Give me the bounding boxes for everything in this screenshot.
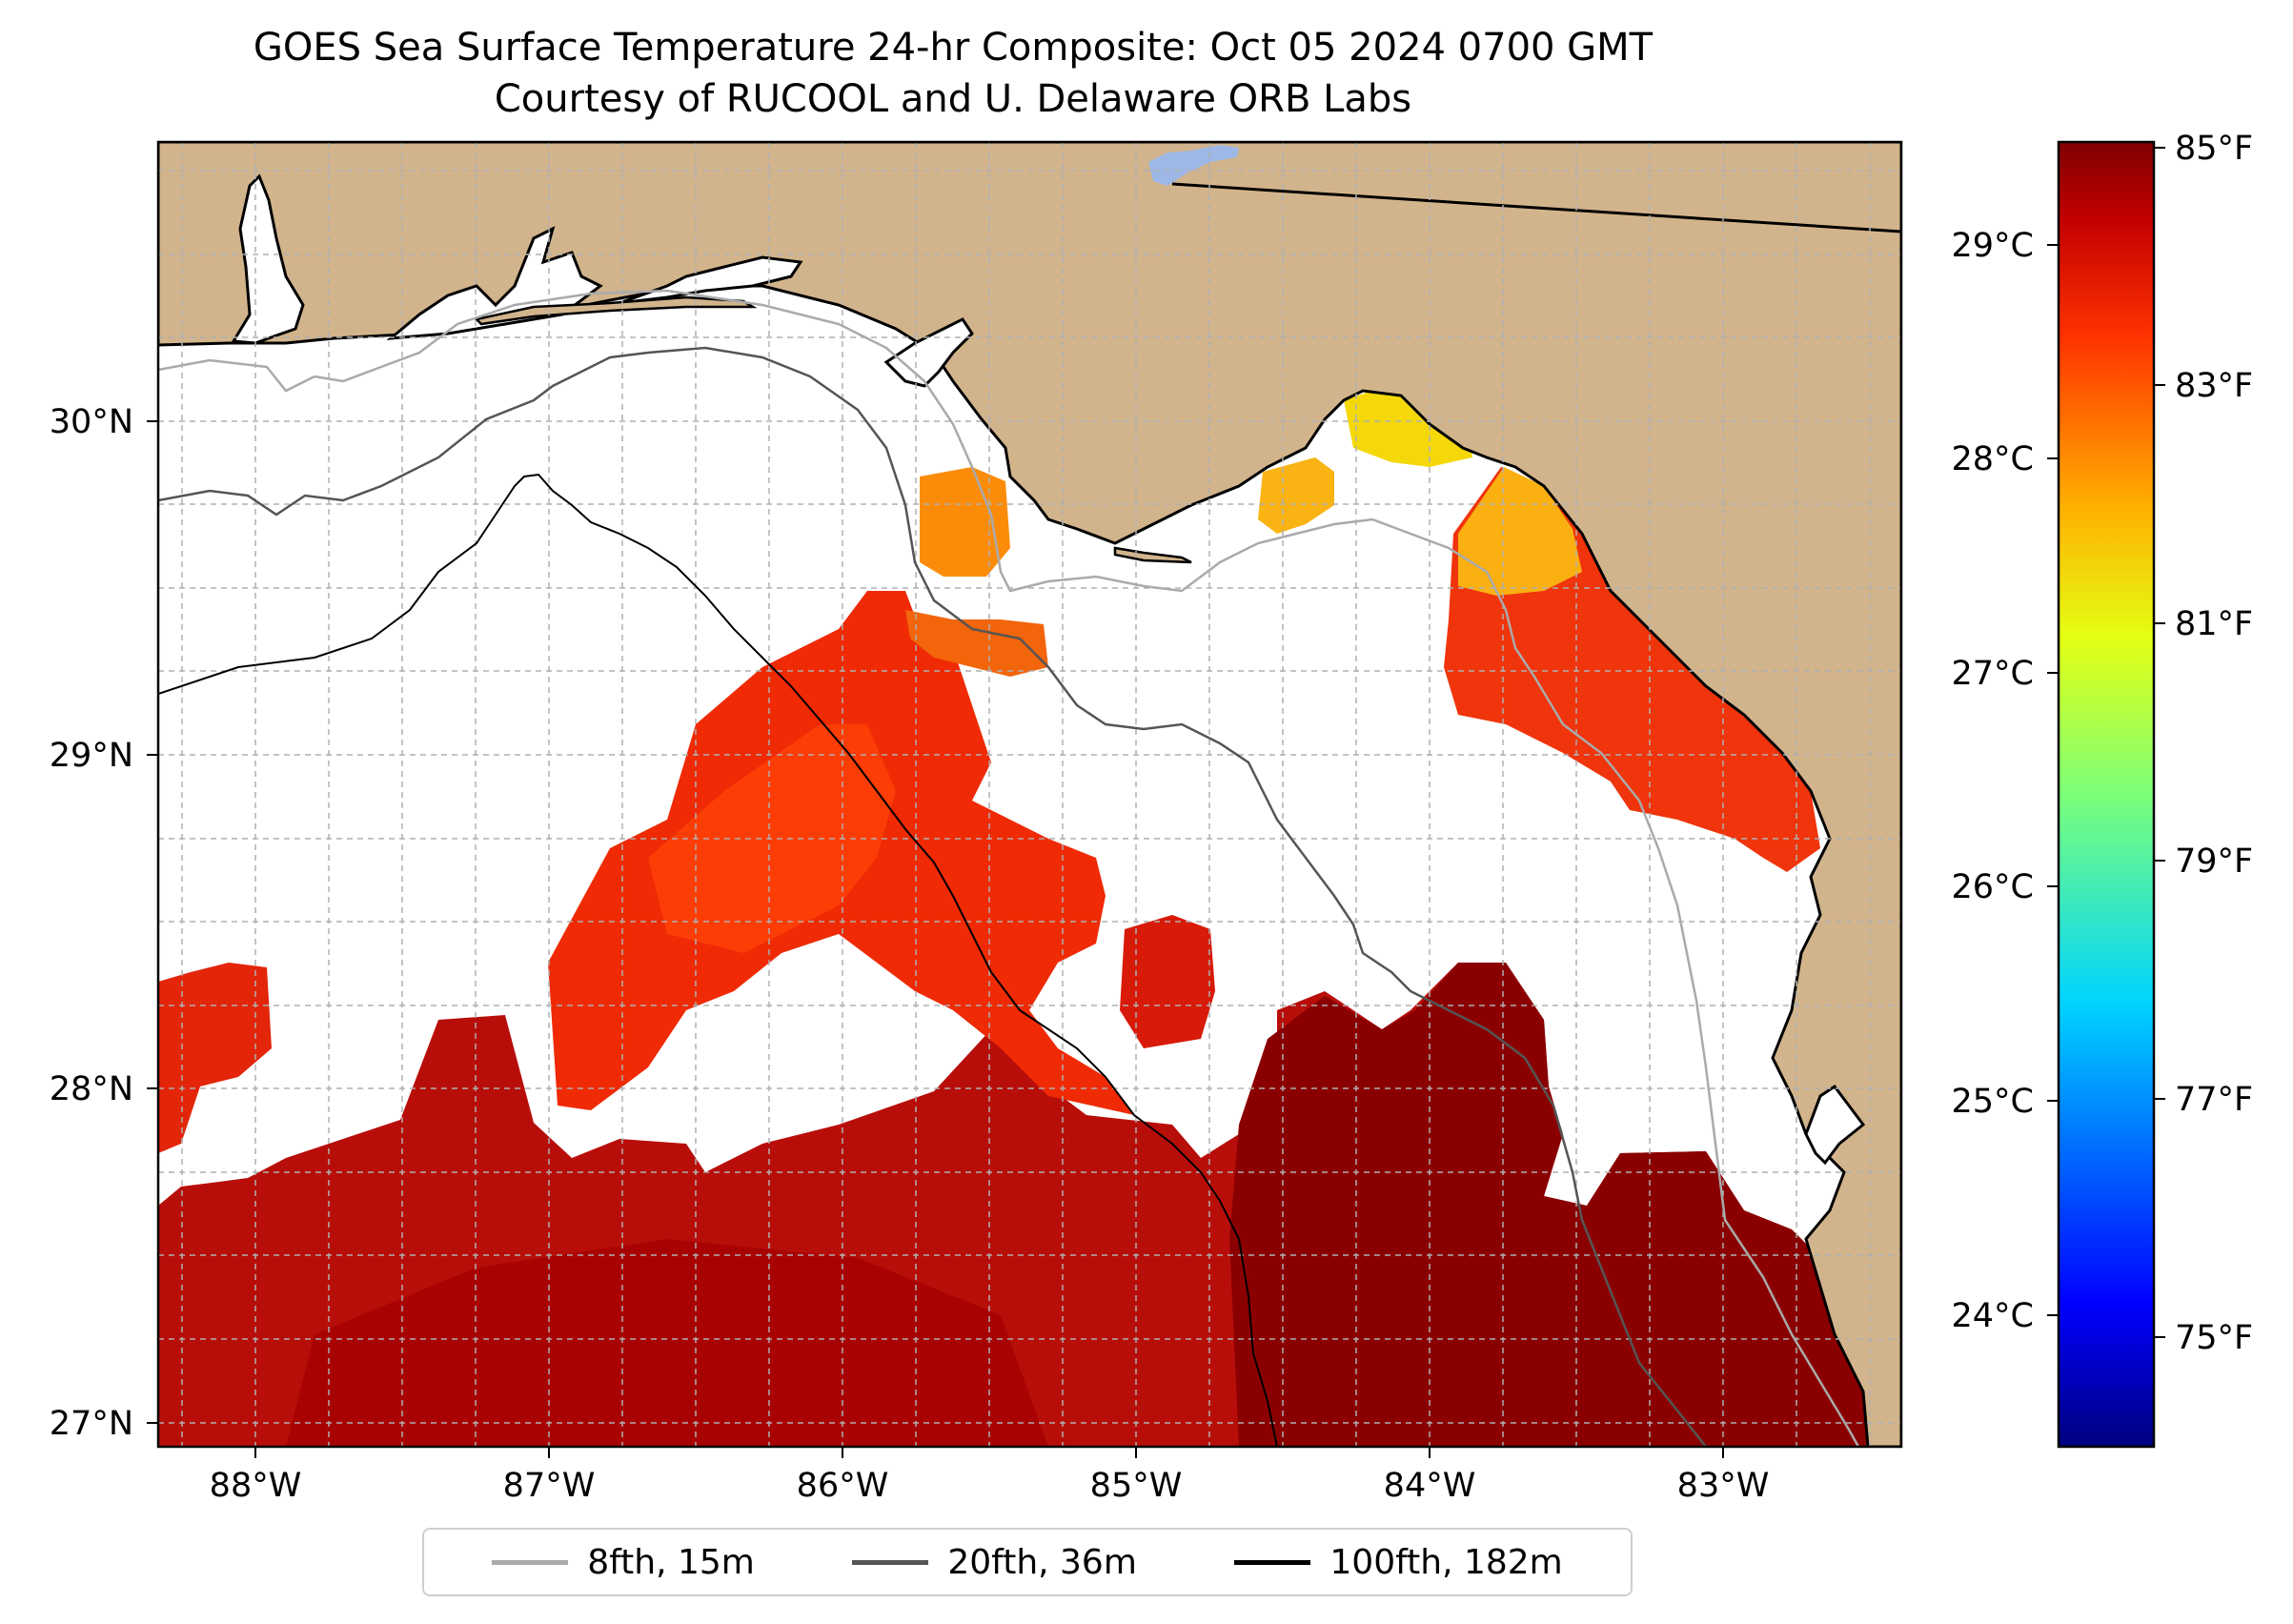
colorbar-celsius-label: 27°C [1952,655,2034,693]
legend-item-100fth: 100fth, 182m [1234,1542,1563,1582]
lat-label: 28°N [50,1070,133,1108]
legend-label-20fth: 20fth, 36m [947,1542,1137,1582]
legend-label-100fth: 100fth, 182m [1329,1542,1563,1582]
colorbar-fahrenheit-label: 85°F [2175,130,2253,168]
sst-region-central-core [648,724,896,953]
colorbar-fahrenheit-label: 83°F [2175,367,2253,405]
colorbar-fahrenheit-label: 81°F [2175,605,2253,643]
colorbar-celsius-label: 28°C [1952,440,2034,478]
lon-label: 87°W [503,1467,596,1505]
bay-mobile [231,173,305,345]
map-frame [156,140,1903,1449]
barrier-island-santa-rosa [474,295,758,326]
lat-label: 27°N [50,1405,133,1443]
legend-line-20fth [852,1559,929,1565]
bay-apalachicola [883,317,974,388]
land-north [158,142,1901,1447]
colorbar [2057,140,2156,1449]
sst-region-apalachee-orange [920,467,1010,577]
map-area [158,142,1901,1447]
legend-label-8fth: 8fth, 15m [587,1542,755,1582]
colorbar-fahrenheit-label: 79°F [2175,842,2253,881]
sst-region-stgeorge-orange [905,610,1048,677]
lat-grid-lines [158,170,1901,1424]
sst-region-bigbend-yellow [1344,391,1472,467]
bay-tampa [1804,1084,1866,1166]
lon-label: 84°W [1384,1467,1476,1505]
contour-20fth-36m [158,346,1707,1447]
sst-region-bigbend-gold [1258,457,1334,534]
colorbar-celsius-label: 25°C [1952,1083,2034,1121]
barrier-island-st-george [1113,546,1192,564]
colorbar-ticks [2047,147,2165,1338]
lat-label: 30°N [50,403,133,441]
axis-ticks [147,420,1724,1458]
colorbar-fahrenheit-label: 75°F [2175,1319,2253,1357]
contour-8fth-15m [158,289,1860,1447]
lat-label: 29°N [50,737,133,775]
colorbar-celsius-label: 29°C [1952,227,2034,265]
lon-label: 83°W [1677,1467,1770,1505]
sst-region-nature-coast-yellow [1458,467,1582,596]
contour-100fth-182m [158,473,1278,1447]
legend-line-100fth [1234,1559,1311,1565]
bathymetry-legend: 8fth, 15m 20fth, 36m 100fth, 182m [422,1528,1633,1596]
lake-seminole [1148,145,1239,186]
lon-label: 85°W [1090,1467,1183,1505]
colorbar-celsius-label: 24°C [1952,1297,2034,1335]
sst-region-southeast-hot [1229,963,1901,1447]
lon-label: 86°W [797,1467,889,1505]
map-subtitle: Courtesy of RUCOOL and U. Delaware ORB L… [494,77,1412,121]
sst-region-west-patch [158,963,272,1153]
legend-line-8fth [492,1559,569,1565]
lon-label: 88°W [210,1467,302,1505]
colorbar-fahrenheit-label: 77°F [2175,1081,2253,1119]
sst-region-midsouth-patch [1120,915,1215,1048]
lon-grid-lines [181,142,1871,1447]
colorbar-celsius-label: 26°C [1952,868,2034,906]
legend-item-20fth: 20fth, 36m [852,1543,1137,1582]
map-title: GOES Sea Surface Temperature 24-hr Compo… [253,26,1654,70]
state-border-line [1171,182,1901,233]
sst-region-deep-core [286,1239,1048,1447]
legend-item-8fth: 8fth, 15m [492,1543,755,1582]
